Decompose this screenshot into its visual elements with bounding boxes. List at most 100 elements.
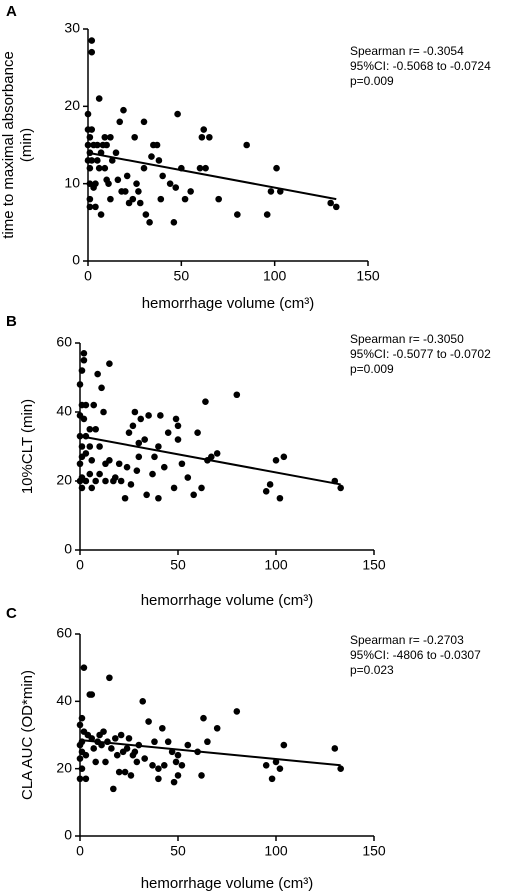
point [101,133,109,141]
point [86,425,94,433]
point [155,775,162,783]
y-tick-label: 20 [56,759,72,775]
point [243,141,250,149]
point [110,785,117,793]
point [88,48,96,56]
x-tick-label: 50 [170,557,186,573]
point [208,453,215,461]
point [76,381,84,388]
point [92,203,99,211]
point [194,429,201,437]
point [107,133,114,141]
point [140,164,148,172]
point [86,203,94,211]
point [160,463,168,471]
point [102,477,109,485]
point [135,188,142,195]
point [76,721,84,729]
point [94,157,101,164]
point [157,195,165,203]
point [111,474,119,481]
point [135,439,143,447]
point [213,724,221,732]
trend-line [79,739,341,767]
point [115,460,123,468]
point [145,718,152,725]
x-tick-label: 150 [362,843,386,859]
point [123,172,131,180]
point [202,164,209,172]
point [337,484,344,492]
y-tick-label: 0 [64,541,72,557]
x-axis-label: hemorrhage volume (cm³) [141,592,314,609]
point [187,188,194,195]
point [174,110,181,118]
point [204,738,211,746]
y-axis-label: CLA AUC (OD*min) [19,670,36,800]
point [88,126,96,133]
point [170,219,178,226]
point [133,467,141,474]
point [123,463,131,471]
point [133,758,141,766]
point [96,470,103,478]
point [82,401,90,409]
point [76,460,84,468]
point [98,384,105,392]
point [88,484,96,492]
point [276,765,284,772]
point [95,164,103,172]
point [155,765,162,772]
point [80,350,88,357]
point [96,443,103,450]
point [280,453,288,461]
point [215,195,222,203]
point [332,203,340,211]
point [88,157,96,164]
point [78,765,86,772]
point [233,708,241,715]
point [198,484,205,492]
point [100,408,107,416]
point [120,106,127,114]
point [159,172,166,180]
point [86,470,94,478]
x-tick-label: 50 [174,268,190,284]
point [337,765,344,772]
y-tick-label: 30 [64,20,80,36]
x-tick-label: 0 [76,843,84,859]
point [184,741,192,749]
point [151,738,158,746]
point [107,195,114,203]
point [80,356,88,364]
point [135,453,143,461]
point [82,751,90,759]
y-tick-label: 60 [56,334,72,350]
point [82,775,90,783]
point [125,735,133,742]
point [108,745,115,752]
point [92,758,99,766]
point [178,460,186,468]
x-tick-label: 150 [362,557,386,573]
point [121,494,129,502]
y-tick-label: 0 [64,827,72,843]
point [200,714,207,722]
x-axis-label: hemorrhage volume (cm³) [141,875,314,892]
point [88,691,96,698]
annotation: 95%CI: -4806 to -0.0307 [350,648,481,662]
point [84,141,92,149]
point [172,415,180,423]
point [86,164,94,172]
point [80,415,88,423]
point [76,775,84,783]
panel-label: A [6,3,17,20]
point [100,728,107,735]
point [111,735,119,742]
point [117,731,125,739]
y-tick-label: 0 [72,252,80,268]
point [114,176,122,184]
point [148,153,155,160]
point [121,768,129,776]
point [149,470,156,478]
